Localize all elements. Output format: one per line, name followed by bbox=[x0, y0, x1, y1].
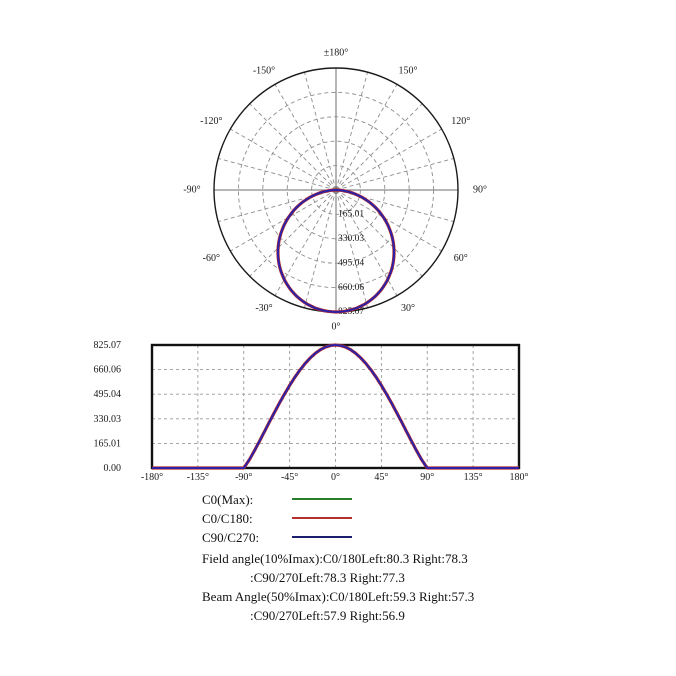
polar-radial-line bbox=[335, 189, 369, 308]
legend-line-c90c270 bbox=[292, 536, 352, 538]
polar-radial-line bbox=[274, 84, 337, 191]
polar-angle-label: ±180° bbox=[324, 47, 349, 58]
x-axis-tick-label: 0° bbox=[331, 472, 340, 483]
legend-line-c0max bbox=[292, 498, 352, 500]
polar-radial-line bbox=[303, 189, 337, 308]
legend-item-c0c180: C0/C180: bbox=[202, 510, 422, 526]
polar-angle-label: -90° bbox=[183, 184, 200, 195]
polar-angle-label: -150° bbox=[253, 66, 275, 77]
polar-radial-line bbox=[335, 72, 369, 191]
polar-curve-c90c270 bbox=[277, 189, 395, 313]
polar-radial-line bbox=[335, 128, 442, 191]
legend-item-c90c270: C90/C270: bbox=[202, 529, 422, 545]
polar-ring bbox=[311, 165, 361, 215]
x-axis-tick-label: -45° bbox=[281, 472, 298, 483]
polar-angle-label: -30° bbox=[255, 303, 272, 314]
polar-radial-line bbox=[335, 189, 442, 252]
polar-radial-line bbox=[335, 189, 454, 223]
polar-radial-line bbox=[335, 103, 423, 191]
x-axis-tick-label: 90° bbox=[420, 472, 434, 483]
legend-item-c0max: C0(Max): bbox=[202, 491, 422, 507]
polar-radius-label: 165.01 bbox=[338, 210, 364, 220]
polar-angle-label: -120° bbox=[200, 116, 222, 127]
polar-radial-line bbox=[230, 128, 337, 191]
polar-radius-label: 330.03 bbox=[338, 234, 364, 244]
beam-angle-c0-line: Beam Angle(50%Imax):C0/180Left:59.3 Righ… bbox=[202, 589, 475, 604]
legend-label-c0c180: C0/C180: bbox=[202, 511, 253, 526]
polar-radial-line bbox=[335, 189, 423, 277]
polar-angle-label: 90° bbox=[473, 184, 487, 195]
y-axis-tick-label: 495.04 bbox=[94, 389, 122, 400]
polar-radial-line bbox=[335, 84, 398, 191]
polar-ring bbox=[237, 91, 435, 289]
polar-radial-line bbox=[249, 103, 337, 191]
y-axis-tick-label: 825.07 bbox=[94, 340, 122, 351]
polar-angle-label: 30° bbox=[401, 303, 415, 314]
x-axis-tick-label: 180° bbox=[510, 472, 529, 483]
x-axis-tick-label: 135° bbox=[464, 472, 483, 483]
x-axis-tick-label: -180° bbox=[141, 472, 163, 483]
y-axis-tick-label: 0.00 bbox=[104, 463, 122, 474]
polar-radial-line bbox=[230, 189, 337, 252]
field-angle-c90-line: :C90/270Left:78.3 Right:77.3 bbox=[250, 570, 405, 585]
beam-angle-c90-line: :C90/270Left:57.9 Right:56.9 bbox=[250, 608, 405, 623]
y-axis-tick-label: 165.01 bbox=[94, 438, 122, 449]
polar-ring bbox=[262, 116, 410, 264]
polar-radius-label: 825.07 bbox=[338, 307, 364, 317]
polar-radial-line bbox=[218, 189, 337, 223]
cartesian-curve-c90c270 bbox=[152, 344, 519, 469]
polar-angle-label: -60° bbox=[203, 253, 220, 264]
legend-label-c0max: C0(Max): bbox=[202, 492, 254, 507]
y-axis-tick-label: 330.03 bbox=[94, 414, 122, 425]
polar-angle-label: 150° bbox=[399, 66, 418, 77]
y-axis-tick-label: 660.06 bbox=[94, 365, 122, 376]
legend-label-c90c270: C90/C270: bbox=[202, 530, 260, 545]
beam-angle-notes: Field angle(10%Imax):C0/180Left:80.3 Rig… bbox=[202, 549, 532, 625]
x-axis-tick-label: -90° bbox=[235, 472, 252, 483]
polar-angle-label: 120° bbox=[451, 116, 470, 127]
polar-radial-line bbox=[249, 189, 337, 277]
polar-ring bbox=[286, 140, 386, 240]
field-angle-c0-line: Field angle(10%Imax):C0/180Left:80.3 Rig… bbox=[202, 551, 468, 566]
polar-radial-line bbox=[218, 157, 337, 191]
polar-angle-label: 0° bbox=[332, 321, 341, 332]
polar-radius-label: 495.04 bbox=[338, 258, 364, 268]
legend-line-c0c180 bbox=[292, 517, 352, 519]
x-axis-tick-label: 45° bbox=[374, 472, 388, 483]
x-axis-tick-label: -135° bbox=[187, 472, 209, 483]
polar-radial-line bbox=[303, 72, 337, 191]
polar-angle-label: 60° bbox=[454, 253, 468, 264]
polar-radius-label: 660.06 bbox=[338, 283, 364, 293]
polar-radial-line bbox=[335, 157, 454, 191]
